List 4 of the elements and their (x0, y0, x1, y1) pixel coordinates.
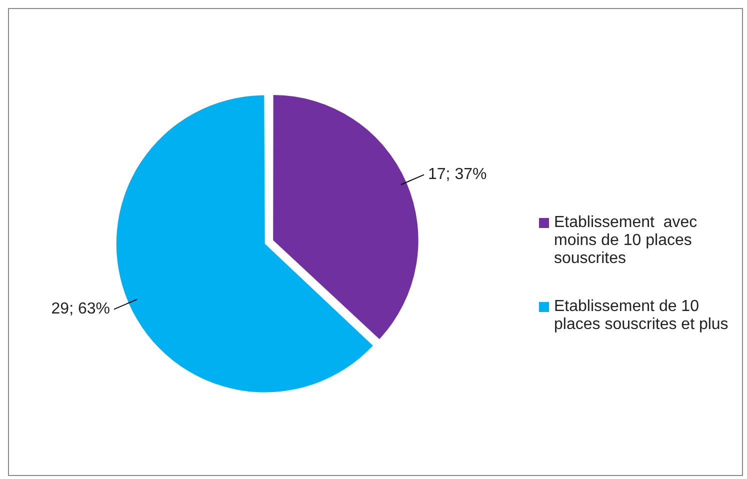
legend-label: Etablissement avec moins de 10 places souscrites (554, 214, 698, 268)
data-label: 17; 37% (428, 166, 487, 184)
data-label: 29; 63% (51, 300, 110, 318)
legend-label: Etablissement de 10 places souscrites et plus (554, 298, 730, 334)
